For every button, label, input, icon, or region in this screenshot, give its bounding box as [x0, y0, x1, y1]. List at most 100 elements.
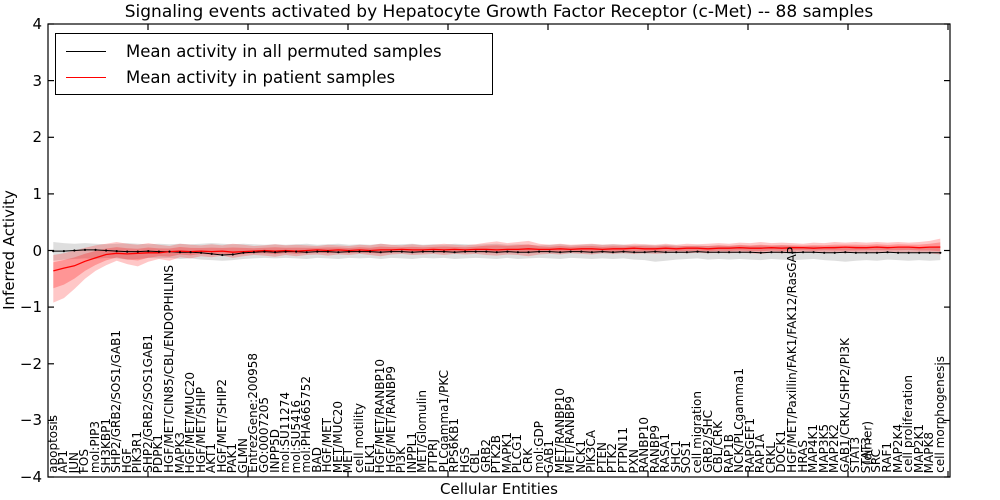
permuted-point-marker: [168, 250, 171, 253]
permuted-point-marker: [73, 249, 76, 252]
permuted-point-marker: [252, 251, 255, 254]
permuted-point-marker: [316, 250, 319, 253]
legend: Mean activity in all permuted samples Me…: [55, 33, 493, 95]
y-tick-label: 1: [32, 184, 42, 203]
permuted-point-marker: [654, 250, 657, 253]
permuted-point-marker: [347, 250, 351, 253]
permuted-point-marker: [875, 251, 879, 254]
legend-label-patient: Mean activity in patient samples: [126, 67, 396, 87]
permuted-point-marker: [833, 251, 836, 254]
permuted-point-marker: [263, 250, 266, 253]
permuted-point-marker: [115, 250, 118, 253]
permuted-point-marker: [453, 251, 456, 254]
permuted-point-marker: [791, 251, 794, 254]
y-tick-label: 0: [32, 241, 42, 260]
permuted-point-marker: [728, 251, 731, 254]
chart-title: Signaling events activated by Hepatocyte…: [124, 2, 874, 22]
y-tick-label: 2: [32, 128, 42, 147]
permuted-point-marker: [189, 251, 192, 254]
permuted-point-marker: [643, 251, 646, 254]
permuted-point-marker: [865, 251, 868, 254]
permuted-point-marker: [157, 250, 160, 253]
permuted-point-marker: [506, 250, 509, 253]
patient-std-band: [53, 238, 941, 303]
permuted-point-marker: [358, 250, 361, 253]
permuted-point-marker: [601, 250, 604, 253]
permuted-point-marker: [559, 251, 562, 254]
y-tick-label: −1: [19, 298, 42, 317]
permuted-point-marker: [706, 251, 710, 254]
permuted-point-marker: [274, 251, 277, 254]
permuted-point-marker: [939, 251, 942, 254]
permuted-point-marker: [928, 251, 931, 254]
permuted-point-marker: [200, 251, 203, 254]
permuted-point-marker: [812, 251, 815, 254]
permuted-point-marker: [421, 250, 424, 253]
permuted-point-marker: [210, 252, 213, 255]
permuted-point-marker: [83, 248, 87, 251]
permuted-point-marker: [326, 250, 329, 253]
permuted-point-marker: [664, 251, 667, 254]
legend-label-permuted: Mean activity in all permuted samples: [126, 41, 442, 61]
permuted-point-marker: [854, 251, 858, 254]
permuted-point-marker: [717, 251, 720, 254]
permuted-point-marker: [432, 250, 435, 253]
permuted-point-marker: [685, 251, 689, 254]
permuted-point-marker: [897, 251, 900, 254]
permuted-point-marker: [770, 251, 773, 254]
permuted-point-marker: [590, 251, 594, 254]
y-tick-label: −3: [19, 411, 42, 430]
permuted-point-marker: [442, 250, 446, 253]
permuted-point-marker: [400, 250, 403, 253]
x-axis-label: Cellular Entities: [440, 480, 558, 498]
permuted-point-marker: [242, 251, 245, 254]
permuted-point-marker: [527, 251, 530, 254]
permuted-point-marker: [337, 251, 340, 254]
permuted-point-marker: [369, 250, 372, 253]
permuted-point-marker: [569, 250, 572, 253]
permuted-point-marker: [516, 251, 520, 254]
y-tick-label: 4: [32, 15, 42, 33]
permuted-point-marker: [696, 250, 699, 253]
permuted-point-marker: [379, 251, 382, 254]
permuted-point-marker: [802, 251, 805, 254]
legend-item-patient: Mean activity in patient samples: [56, 64, 492, 90]
y-tick-label: −4: [19, 468, 42, 486]
permuted-point-marker: [231, 253, 234, 256]
legend-item-permuted: Mean activity in all permuted samples: [56, 38, 492, 64]
permuted-point-marker: [907, 251, 910, 254]
y-tick-label: −2: [19, 354, 42, 373]
permuted-point-marker: [178, 251, 182, 254]
permuted-point-marker: [390, 250, 393, 253]
patient-inner-band: [53, 242, 941, 289]
permuted-point-marker: [844, 251, 847, 254]
permuted-point-marker: [749, 251, 752, 254]
permuted-point-marker: [474, 250, 477, 253]
permuted-point-marker: [221, 253, 224, 257]
permuted-point-marker: [284, 250, 287, 253]
legend-line-permuted-swatch: [66, 50, 106, 52]
permuted-point-marker: [759, 251, 762, 254]
permuted-point-marker: [675, 251, 678, 254]
permuted-point-marker: [295, 250, 298, 253]
permuted-point-marker: [622, 250, 625, 253]
permuted-point-marker: [738, 251, 741, 254]
legend-line-patient-swatch: [66, 76, 106, 78]
permuted-point-marker: [147, 250, 150, 253]
permuted-point-marker: [886, 251, 889, 254]
permuted-point-marker: [305, 251, 308, 254]
permuted-point-marker: [633, 251, 636, 254]
permuted-point-marker: [485, 250, 488, 253]
permuted-point-marker: [538, 250, 541, 253]
permuted-point-marker: [823, 251, 826, 254]
permuted-point-marker: [780, 251, 784, 254]
y-tick-label: 3: [32, 71, 42, 90]
permuted-point-marker: [126, 250, 129, 253]
permuted-point-marker: [136, 250, 139, 253]
permuted-point-marker: [918, 251, 921, 254]
permuted-point-marker: [411, 251, 414, 254]
permuted-point-marker: [94, 248, 97, 251]
permuted-point-marker: [611, 251, 615, 254]
permuted-point-marker: [105, 249, 108, 252]
permuted-point-marker: [580, 250, 583, 253]
